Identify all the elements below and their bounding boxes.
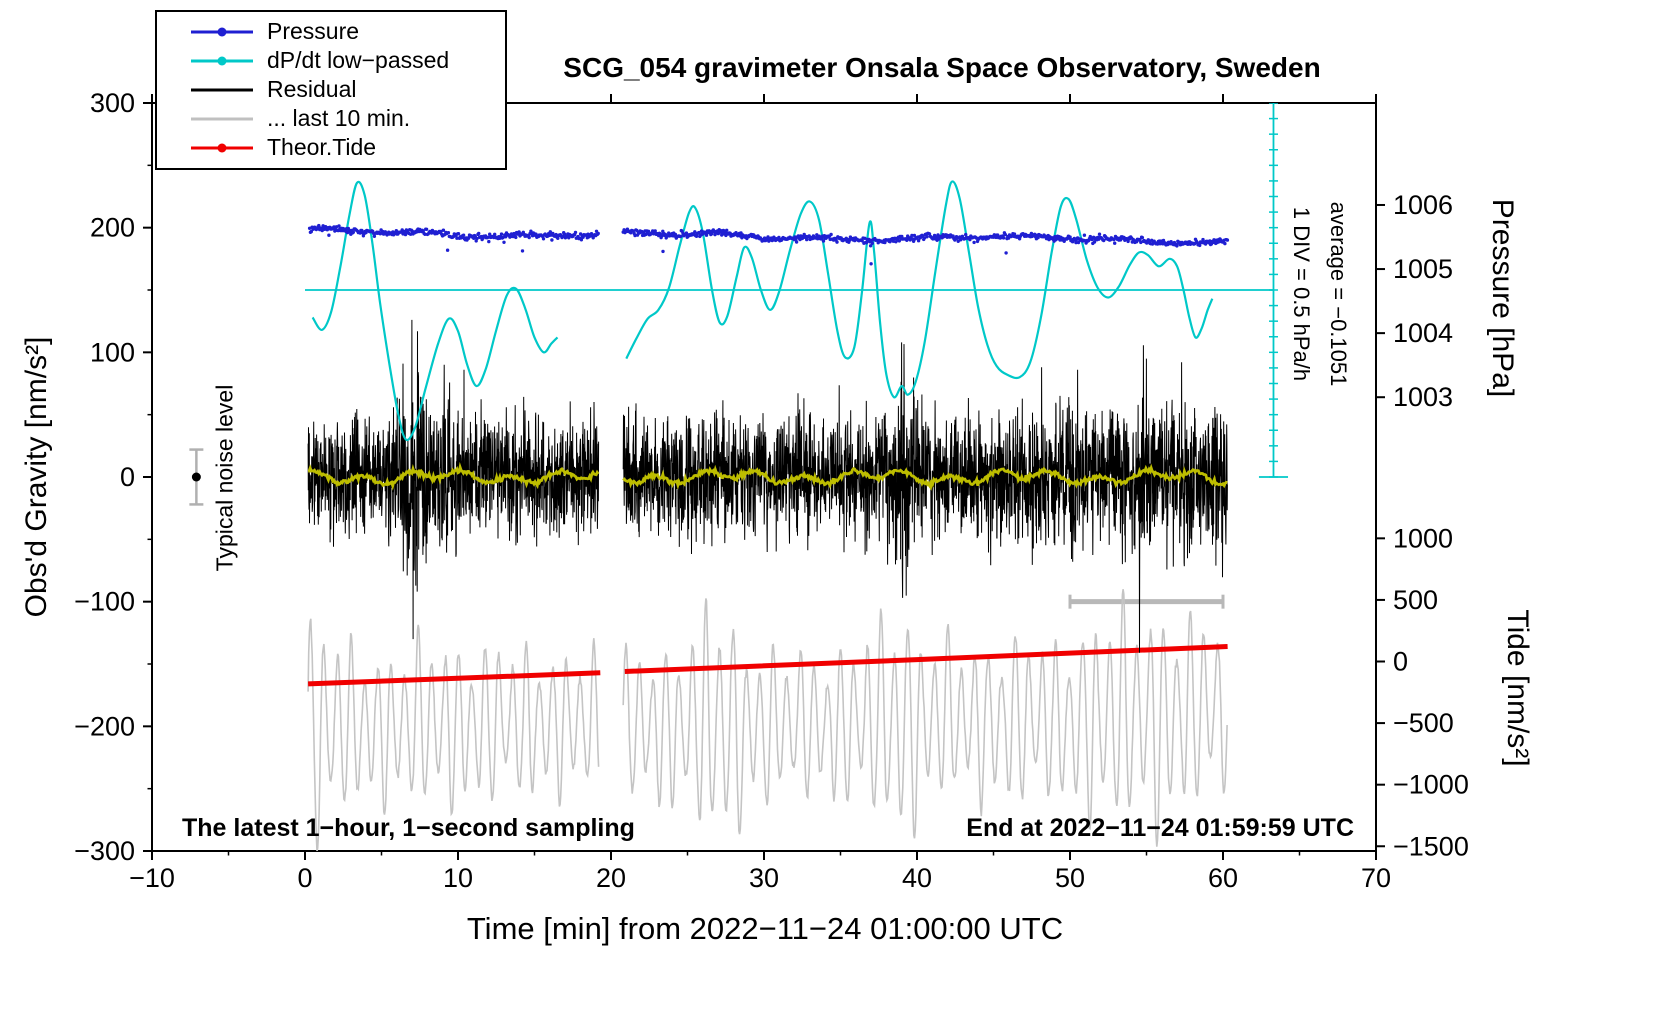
svg-text:60: 60 (1208, 863, 1238, 893)
legend-label: Residual (267, 76, 357, 102)
svg-text:50: 50 (1055, 863, 1085, 893)
y-axis-label-tide: Tide [nm/s²] (1501, 609, 1534, 767)
pressure-line-dot-icon (191, 25, 253, 39)
end-time-note: End at 2022−11−24 01:59:59 UTC (966, 814, 1354, 842)
sampling-note: The latest 1−hour, 1−second sampling (182, 814, 635, 842)
x-axis-label: Time [min] from 2022−11−24 01:00:00 UTC (466, 911, 1064, 946)
svg-text:0: 0 (297, 863, 312, 893)
svg-text:−1500: −1500 (1393, 831, 1469, 861)
legend-label: Pressure (267, 18, 360, 44)
svg-text:200: 200 (90, 213, 135, 243)
legend-item-dpdt: dP/dt low−passed (157, 46, 505, 75)
svg-text:−1000: −1000 (1393, 770, 1469, 800)
svg-text:0: 0 (1393, 647, 1408, 677)
legend-label: Theor.Tide (267, 134, 377, 160)
svg-text:1000: 1000 (1393, 523, 1453, 553)
legend-label: dP/dt low−passed (267, 47, 450, 73)
y-axis-label-gravity: Obs'd Gravity [nm/s²] (20, 336, 53, 618)
svg-text:10: 10 (443, 863, 473, 893)
y-axis-label-pressure: Pressure [hPa] (1486, 198, 1519, 398)
svg-text:1005: 1005 (1393, 254, 1453, 284)
svg-text:20: 20 (596, 863, 626, 893)
residual-line-icon (191, 83, 253, 97)
svg-text:500: 500 (1393, 585, 1438, 615)
legend-item-last10min: ... last 10 min. (157, 104, 505, 133)
svg-text:−100: −100 (74, 587, 135, 617)
svg-text:300: 300 (90, 88, 135, 118)
dpdt-line-dot-icon (191, 54, 253, 68)
typical-noise-level-label: Typical noise level (211, 384, 238, 572)
div-scale-annotation: 1 DIV = 0.5 hPa/h (1289, 206, 1314, 382)
svg-text:40: 40 (902, 863, 932, 893)
svg-text:0: 0 (120, 462, 135, 492)
svg-text:−300: −300 (74, 836, 135, 866)
svg-text:30: 30 (749, 863, 779, 893)
last10min-line-icon (191, 112, 253, 126)
svg-text:1003: 1003 (1393, 382, 1453, 412)
svg-text:70: 70 (1361, 863, 1391, 893)
legend: Pressure dP/dt low−passed Residual ... l… (155, 10, 507, 170)
theortide-line-dot-icon (191, 141, 253, 155)
svg-text:−200: −200 (74, 711, 135, 741)
average-annotation: average = −0.1051 (1326, 201, 1351, 387)
svg-text:−10: −10 (129, 863, 175, 893)
legend-item-residual: Residual (157, 75, 505, 104)
svg-text:−500: −500 (1393, 708, 1454, 738)
legend-item-pressure: Pressure (157, 17, 505, 46)
legend-item-theortide: Theor.Tide (157, 133, 505, 162)
svg-text:100: 100 (90, 337, 135, 367)
svg-text:1004: 1004 (1393, 318, 1453, 348)
legend-label: ... last 10 min. (267, 105, 411, 131)
chart-title: SCG_054 gravimeter Onsala Space Observat… (563, 52, 1321, 83)
svg-text:1006: 1006 (1393, 190, 1453, 220)
